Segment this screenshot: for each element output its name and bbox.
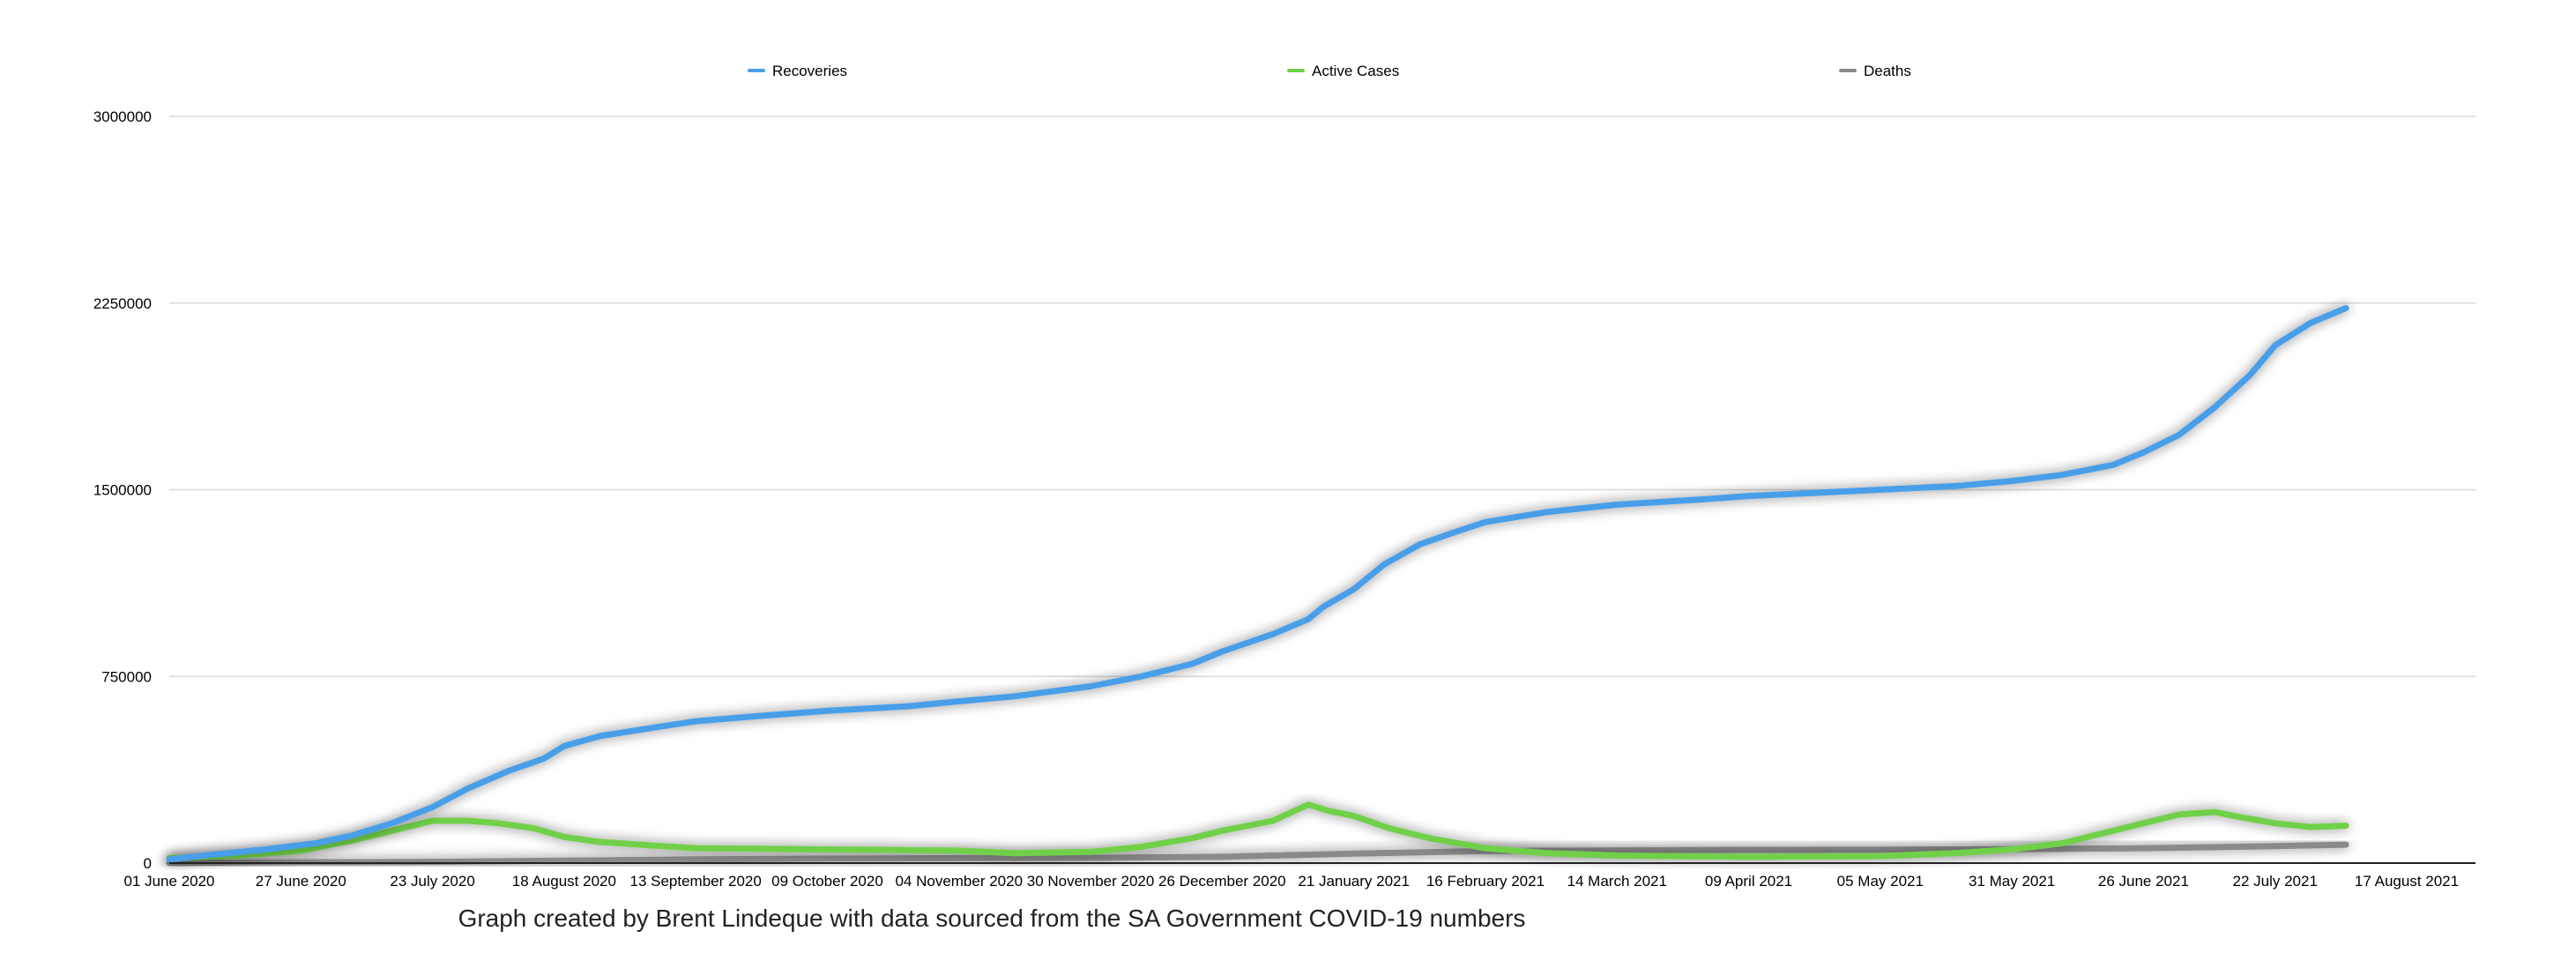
- x-tick-label: 22 July 2021: [2233, 873, 2318, 890]
- x-tick-label: 31 May 2021: [1969, 873, 2055, 890]
- legend-item-recoveries: Recoveries: [749, 63, 847, 79]
- x-tick-label: 01 June 2020: [123, 873, 214, 890]
- y-tick-label: 1500000: [93, 482, 152, 499]
- series-line-active-cases: [169, 805, 2346, 859]
- legend-item-deaths: Deaths: [1841, 63, 1911, 79]
- series-line-recoveries: [169, 308, 2346, 859]
- x-tick-label: 09 April 2021: [1705, 873, 1792, 890]
- x-tick-label: 30 November 2020: [1027, 873, 1155, 890]
- y-axis-tick-labels: 0 750000 1500000 2250000 3000000: [93, 108, 152, 872]
- x-tick-label: 13 September 2020: [630, 873, 762, 890]
- x-tick-label: 21 January 2021: [1298, 873, 1410, 890]
- chart-caption: Graph created by Brent Lindeque with dat…: [458, 905, 1526, 932]
- y-tick-label: 2250000: [93, 295, 152, 312]
- x-tick-label: 09 October 2020: [771, 873, 883, 890]
- x-tick-label: 14 March 2021: [1567, 873, 1667, 890]
- x-tick-label: 18 August 2020: [512, 873, 616, 890]
- legend-item-active-cases: Active Cases: [1289, 63, 1399, 79]
- x-tick-label: 26 December 2020: [1158, 873, 1286, 890]
- x-tick-label: 04 November 2020: [895, 873, 1023, 890]
- x-tick-label: 27 June 2020: [256, 873, 346, 890]
- y-tick-label: 0: [144, 855, 152, 872]
- x-tick-label: 26 June 2021: [2098, 873, 2189, 890]
- legend: Recoveries Active Cases Deaths: [749, 63, 1911, 79]
- x-tick-label: 23 July 2020: [390, 873, 474, 890]
- x-tick-label: 17 August 2021: [2355, 873, 2459, 890]
- series-lines: [169, 308, 2346, 862]
- legend-label: Recoveries: [772, 63, 847, 79]
- x-tick-label: 16 February 2021: [1426, 873, 1545, 890]
- y-tick-label: 750000: [101, 668, 152, 685]
- x-axis-tick-labels: 01 June 2020 27 June 2020 23 July 2020 18 A…: [123, 873, 2459, 890]
- legend-label: Active Cases: [1312, 63, 1399, 79]
- y-tick-label: 3000000: [93, 108, 152, 125]
- gridlines: [169, 116, 2475, 676]
- legend-label: Deaths: [1864, 63, 1911, 79]
- x-tick-label: 05 May 2021: [1837, 873, 1924, 890]
